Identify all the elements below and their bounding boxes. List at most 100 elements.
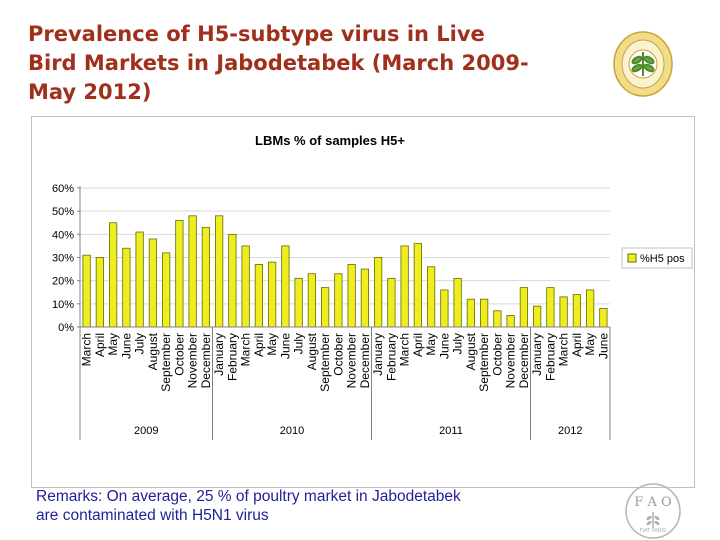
- bar: [387, 277, 396, 328]
- bar: [506, 315, 515, 328]
- bar: [215, 215, 224, 328]
- x-tick-label: November: [186, 333, 200, 388]
- x-tick-label: October: [490, 333, 504, 376]
- bar: [109, 222, 118, 328]
- bar-chart: LBMs % of samples H5+ 0% 10% 20% 30% 40% 50% 6…: [52, 133, 693, 440]
- x-tick-label: January: [371, 333, 385, 376]
- bar: [268, 261, 277, 328]
- bar: [281, 245, 290, 328]
- bar: [374, 257, 383, 328]
- x-tick-label: July: [451, 333, 465, 354]
- x-tick-label: July: [292, 333, 306, 354]
- bar: [162, 252, 171, 328]
- x-tick-label: September: [159, 333, 173, 392]
- bar: [334, 273, 343, 328]
- bar: [572, 294, 581, 328]
- bar: [453, 277, 462, 328]
- x-tick-label: April: [570, 333, 584, 357]
- y-axis-ticks: 0% 10% 20% 30% 40% 50% 60%: [52, 183, 80, 334]
- x-tick-label: February: [225, 333, 239, 381]
- x-tick-label: December: [517, 333, 531, 388]
- bar: [546, 287, 555, 328]
- y-tick-label: 0%: [58, 322, 74, 334]
- year-groups: 2009 2010 2011 2012: [79, 327, 611, 440]
- bar: [135, 231, 144, 328]
- title-line: Bird Markets in Jabodetabek (March 2009-: [28, 51, 529, 75]
- legend-box: [621, 247, 693, 269]
- bar: [413, 243, 422, 328]
- x-tick-label: March: [239, 333, 253, 366]
- bar: [440, 289, 449, 328]
- legend: %H5 pos: [621, 247, 693, 269]
- x-tick-label: May: [265, 333, 279, 356]
- x-tick-label: February: [384, 333, 398, 381]
- bar: [122, 247, 131, 328]
- fao-motto: FIAT PANIS: [640, 528, 667, 534]
- bar: [82, 254, 91, 328]
- x-tick-label: August: [305, 332, 319, 370]
- bar: [533, 305, 542, 328]
- bar: [201, 226, 210, 328]
- remarks-line: are contaminated with H5N1 virus: [36, 507, 269, 524]
- x-tick-label: October: [331, 333, 345, 376]
- x-tick-label: December: [199, 333, 213, 388]
- bar: [228, 233, 237, 328]
- bar: [347, 264, 356, 328]
- x-tick-label: August: [146, 332, 160, 370]
- gridlines: [80, 187, 610, 305]
- y-tick-label: 20%: [52, 276, 74, 288]
- bar: [493, 310, 502, 328]
- x-tick-label: December: [358, 333, 372, 388]
- x-tick-label: April: [252, 333, 266, 357]
- legend-label: %H5 pos: [640, 253, 685, 265]
- x-tick-label: April: [411, 333, 425, 357]
- bar: [188, 215, 197, 328]
- x-axis-labels: March April May June July August September Octo…: [80, 332, 611, 391]
- bar: [480, 298, 489, 328]
- y-tick-label: 50%: [52, 206, 74, 218]
- bar: [241, 245, 250, 328]
- fao-letters: F A O: [634, 495, 671, 510]
- x-tick-label: April: [93, 333, 107, 357]
- x-tick-label: March: [398, 333, 412, 366]
- x-tick-label: March: [557, 333, 571, 366]
- y-tick-label: 10%: [52, 299, 74, 311]
- emblem-plant: [631, 52, 655, 76]
- bar: [427, 266, 436, 328]
- x-tick-label: September: [477, 333, 491, 392]
- x-tick-label: August: [464, 332, 478, 370]
- title-line: Prevalence of H5-subtype virus in Live: [28, 22, 485, 46]
- slide-title: Prevalence of H5-subtype virus in Live B…: [28, 20, 608, 107]
- bar: [148, 238, 157, 328]
- x-tick-label: May: [583, 333, 597, 356]
- legend-swatch: [627, 253, 637, 263]
- y-tick-label: 60%: [52, 183, 74, 195]
- bar: [400, 245, 409, 328]
- bar: [175, 220, 184, 328]
- x-tick-label: May: [106, 333, 120, 356]
- x-tick-label: July: [133, 333, 147, 354]
- ministry-emblem-icon: [613, 31, 673, 97]
- x-tick-label: November: [345, 333, 359, 388]
- year-label: 2011: [439, 425, 463, 437]
- x-tick-label: January: [212, 333, 226, 376]
- bar: [254, 264, 263, 328]
- year-label: 2012: [558, 425, 582, 437]
- bars: [82, 215, 608, 328]
- title-line: May 2012): [28, 80, 152, 104]
- x-tick-label: January: [530, 333, 544, 376]
- bar: [559, 296, 568, 328]
- year-label: 2010: [280, 425, 304, 437]
- bar: [360, 268, 369, 328]
- bar: [519, 287, 528, 328]
- bar: [586, 289, 595, 328]
- x-tick-label: February: [543, 333, 557, 381]
- bar: [95, 257, 104, 328]
- x-tick-label: September: [318, 333, 332, 392]
- x-tick-label: October: [172, 333, 186, 376]
- x-tick-label: November: [504, 333, 518, 388]
- bar: [321, 287, 330, 328]
- x-tick-label: June: [596, 333, 610, 359]
- x-tick-label: June: [437, 333, 451, 359]
- year-label: 2009: [134, 425, 158, 437]
